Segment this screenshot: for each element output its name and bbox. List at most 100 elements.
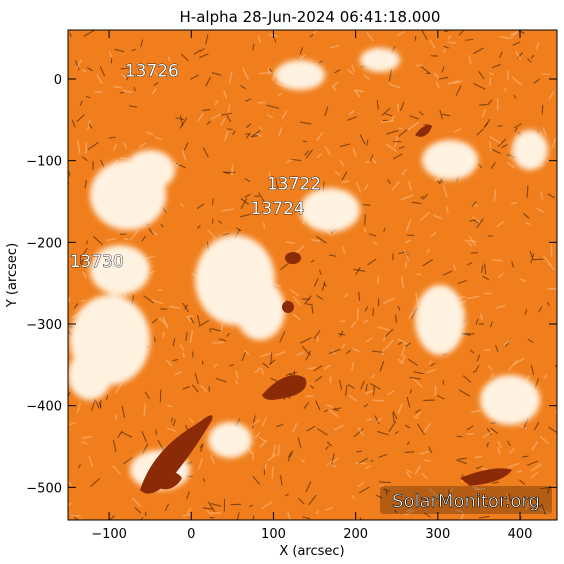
fibril [364,306,369,312]
fibril [259,352,272,358]
fibril [83,30,95,37]
fibril [387,390,395,396]
fibril [406,396,411,408]
fibril [405,508,412,513]
fibril [499,35,511,40]
fibril [190,74,199,80]
fibril [328,409,339,417]
y-axis-label: Y (arcsec) [5,243,20,308]
fibril [507,161,515,169]
fibril [123,456,133,465]
fibril [381,120,394,123]
fibril [131,48,137,52]
fibril [269,186,274,190]
fibril [388,83,401,89]
fibril [530,54,535,59]
fibril [333,408,340,412]
fibril [115,384,122,394]
fibril [81,69,87,72]
fibril [122,89,133,94]
fibril [179,344,185,351]
fibril [353,89,364,93]
fibril [272,282,282,288]
fibril [259,126,263,131]
fibril [341,171,348,181]
fibril [495,345,499,352]
fibril [392,153,403,160]
fibril [443,496,449,499]
fibril [359,486,370,494]
fibril [446,206,449,214]
fibril [271,444,277,458]
fibril [356,308,359,321]
fibril [384,328,394,338]
fibril [186,491,190,500]
fibril [76,402,82,414]
fibril [85,96,91,99]
x-tick-label: 200 [343,527,368,542]
fibril [244,178,251,182]
fibril [489,72,494,76]
fibril [472,216,482,224]
fibril [215,377,227,383]
fibril [196,314,201,325]
x-tick-label: 400 [508,527,533,542]
fibril [140,39,144,48]
fibril [246,123,252,128]
fibril [364,465,371,470]
fibril [108,51,113,58]
fibril [371,373,376,379]
fibril [513,357,525,365]
fibril [143,295,154,304]
fibril [426,368,437,374]
x-tick-label: 300 [425,527,450,542]
fibril [353,428,364,438]
fibril [476,354,480,362]
fibril [473,219,479,224]
fibril [313,365,323,372]
fibril [316,509,319,515]
fibril [458,389,471,397]
fibril [412,378,423,388]
fibril [328,348,341,354]
fibril [141,235,146,242]
fibril [478,71,485,80]
fibril [121,431,133,438]
fibril [490,321,493,328]
fibril [287,452,293,462]
fibril [405,342,411,347]
fibril [182,386,190,390]
fibril [257,35,262,44]
fibril [305,481,312,493]
fibril [182,513,192,517]
fibril [457,457,467,460]
fibril [179,115,184,126]
fibril [409,388,413,394]
fibril [482,275,489,281]
fibril [352,347,360,353]
fibril [428,488,439,498]
fibril [167,56,171,62]
fibril [365,383,368,392]
fibril [236,227,242,232]
fibril-texture [68,30,557,520]
dark-filaments [140,124,512,494]
fibril [478,515,490,519]
fibril [162,316,169,329]
fibril [481,108,486,118]
sunspot [282,301,294,313]
fibril [411,201,422,205]
fibril [150,270,155,275]
fibril [423,512,431,518]
fibril [280,475,283,486]
y-axis-ticks: 0 −100 −200 −300 −400 −500 [26,73,557,496]
fibril [345,385,348,397]
fibril [278,127,283,137]
fibril [160,223,164,228]
plage-region [208,422,252,458]
fibril [523,418,529,429]
fibril [328,254,337,257]
fibril [479,104,487,106]
fibril [214,99,219,106]
active-region-label-13726: 13726 [125,62,179,82]
